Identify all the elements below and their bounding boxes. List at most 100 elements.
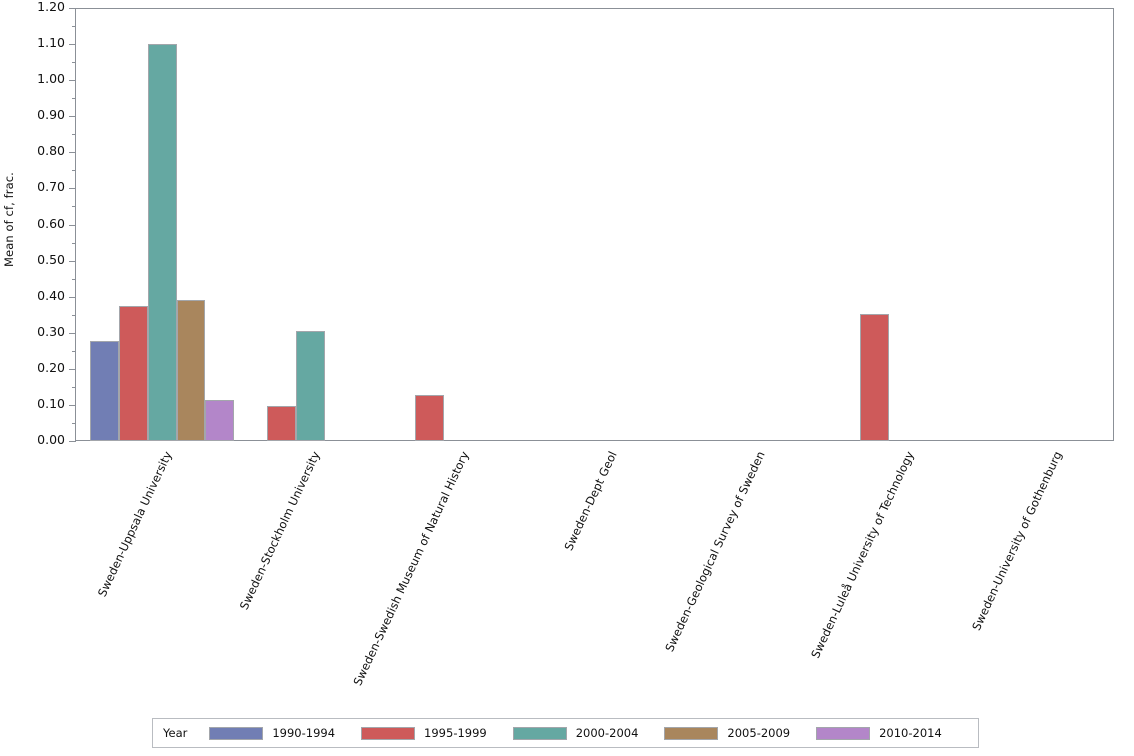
legend-swatch <box>209 726 264 740</box>
legend-item[interactable]: 2010-2014 <box>816 726 942 740</box>
y-tick-label: 0.60 <box>37 215 65 231</box>
y-tick-mark <box>69 8 76 9</box>
y-tick-minor <box>0 278 76 280</box>
y-tick-mark <box>72 386 76 388</box>
y-tick-major: 0.50 <box>0 252 76 267</box>
y-tick-mark <box>72 422 76 424</box>
y-tick-minor <box>0 386 76 388</box>
y-tick-label: 1.20 <box>37 0 65 14</box>
y-tick-mark <box>69 332 76 334</box>
legend-label: 2010-2014 <box>879 726 942 740</box>
y-tick-mark <box>69 116 76 118</box>
bar <box>267 406 296 441</box>
legend-swatch <box>816 726 871 740</box>
legend-items: 1990-1994 1995-1999 2000-2004 2005-2009 2010… <box>209 726 967 740</box>
y-tick-label: 0.70 <box>37 179 65 195</box>
y-tick-label: 0.80 <box>37 143 65 159</box>
x-axis-category-labels: Sweden-Uppsala University Sweden-Stockhol… <box>76 443 1114 693</box>
y-tick-major: 0.20 <box>0 360 76 375</box>
y-tick-minor <box>0 350 76 352</box>
bars-layer <box>76 8 1114 441</box>
x-axis-label: Sweden-Dept Geol <box>561 449 620 553</box>
legend-item[interactable]: 1995-1999 <box>361 726 487 740</box>
y-tick-mark <box>69 296 76 298</box>
y-tick-major: 0.70 <box>0 179 76 194</box>
plot-area <box>76 8 1114 441</box>
y-tick-label: 0.30 <box>37 323 65 339</box>
y-tick-major: 1.00 <box>0 71 76 86</box>
y-tick-minor <box>0 242 76 244</box>
bar <box>415 394 445 441</box>
legend-swatch <box>361 726 416 740</box>
legend-label: 2000-2004 <box>575 726 639 740</box>
y-tick-mark <box>72 98 76 100</box>
legend-label: 2005-2009 <box>727 726 791 740</box>
y-tick-major: 0.80 <box>0 143 76 158</box>
y-tick-mark <box>72 62 76 64</box>
bar <box>90 341 119 441</box>
legend-label: 1990-1994 <box>272 726 336 740</box>
y-tick-minor <box>0 62 76 64</box>
legend-label: 1995-1999 <box>424 726 487 740</box>
y-tick-mark <box>72 278 76 280</box>
bar <box>147 44 177 441</box>
legend-title: Year <box>163 726 188 740</box>
y-tick-minor <box>0 134 76 136</box>
bar <box>176 299 206 441</box>
y-tick-minor <box>0 26 76 28</box>
y-tick-mark <box>69 224 76 226</box>
y-tick-mark <box>72 26 76 28</box>
y-tick-minor <box>0 314 76 316</box>
legend-item[interactable]: 1990-1994 <box>209 726 335 740</box>
y-tick-label: 0.90 <box>37 107 65 123</box>
x-axis-label: Sweden-Stockholm University <box>237 449 324 612</box>
y-tick-major: 1.20 <box>0 0 76 14</box>
legend-item[interactable]: 2005-2009 <box>664 726 790 740</box>
y-tick-label: 0.00 <box>37 432 65 447</box>
x-axis-label: Sweden-Uppsala University <box>95 449 175 599</box>
y-tick-minor <box>0 170 76 172</box>
y-tick-mark <box>72 350 76 352</box>
y-tick-major: 0.00 <box>0 432 76 447</box>
y-tick-major: 0.90 <box>0 107 76 122</box>
y-tick-mark <box>69 44 76 46</box>
y-tick-label: 0.50 <box>37 251 65 267</box>
y-tick-label: 1.00 <box>37 71 65 87</box>
legend: Year 1990-1994 1995-1999 2000-2004 2005-200… <box>152 718 979 748</box>
bar <box>205 399 235 441</box>
y-tick-minor <box>0 422 76 424</box>
y-tick-mark <box>69 80 76 82</box>
y-tick-major: 0.60 <box>0 216 76 231</box>
bar <box>860 313 890 441</box>
legend-swatch <box>664 726 719 740</box>
bar <box>118 306 148 441</box>
y-tick-mark <box>72 134 76 136</box>
y-tick-mark <box>69 441 76 442</box>
bar <box>296 330 325 441</box>
y-tick-major: 0.10 <box>0 396 76 411</box>
x-axis-label: Sweden-Geological Survey of Sweden <box>662 449 768 654</box>
y-tick-mark <box>69 152 76 154</box>
y-tick-mark <box>69 404 76 406</box>
y-tick-label: 0.20 <box>37 359 65 375</box>
legend-item[interactable]: 2000-2004 <box>512 726 639 740</box>
x-axis-label: Sweden-University of Gothenburg <box>968 449 1065 633</box>
y-tick-mark <box>72 206 76 208</box>
y-tick-mark <box>69 188 76 190</box>
y-tick-minor <box>0 206 76 208</box>
y-tick-major: 0.30 <box>0 324 76 339</box>
y-tick-major: 0.40 <box>0 288 76 303</box>
y-tick-mark <box>72 170 76 172</box>
y-tick-label: 0.40 <box>37 287 65 303</box>
x-axis-label: Sweden-Luleå University of Technology <box>807 449 917 661</box>
y-tick-mark <box>72 314 76 316</box>
y-tick-mark <box>72 242 76 244</box>
y-tick-minor <box>0 98 76 100</box>
y-tick-label: 0.10 <box>37 395 65 411</box>
y-tick-mark <box>69 368 76 370</box>
y-tick-major: 1.10 <box>0 35 76 50</box>
x-axis-label: Sweden-Swedish Museum of Natural History <box>350 449 472 688</box>
y-tick-label: 1.10 <box>37 35 65 51</box>
legend-swatch <box>512 726 567 740</box>
